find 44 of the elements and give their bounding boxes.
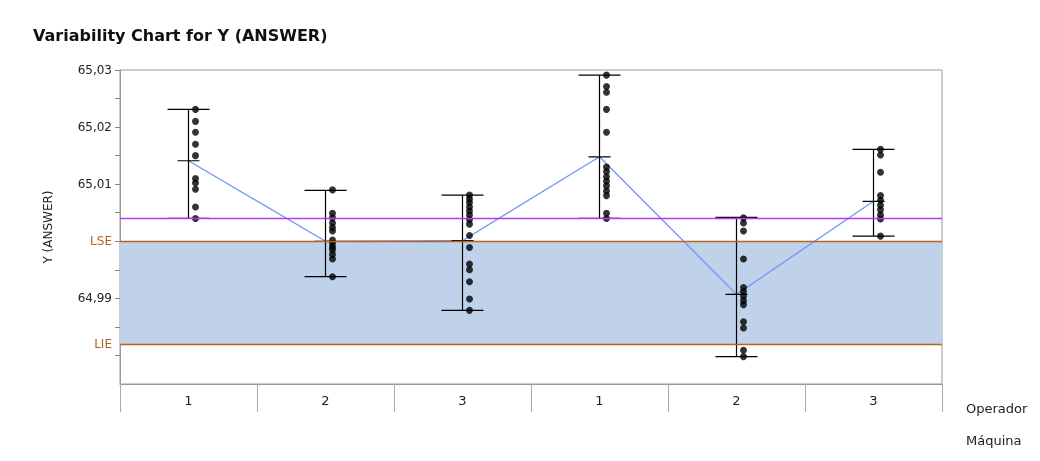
ref-line-label: LIE bbox=[94, 337, 112, 352]
point bbox=[192, 152, 199, 160]
point bbox=[329, 255, 336, 263]
point bbox=[192, 140, 199, 148]
point bbox=[740, 301, 747, 309]
point bbox=[740, 255, 747, 263]
point bbox=[466, 232, 473, 240]
x-tick-label: 1 bbox=[184, 393, 193, 408]
line-series bbox=[187, 156, 875, 296]
text: Operador bbox=[966, 401, 1028, 416]
point bbox=[877, 151, 884, 159]
point bbox=[603, 105, 610, 113]
point bbox=[466, 266, 473, 274]
text: Máquina bbox=[966, 433, 1022, 448]
x-tick-label: 1 bbox=[595, 393, 604, 408]
point bbox=[466, 244, 473, 252]
point bbox=[192, 203, 199, 211]
point bbox=[603, 128, 610, 136]
point bbox=[466, 220, 473, 228]
chart-title: Variability Chart for Y (ANSWER) bbox=[33, 25, 328, 45]
x-tick-label: 2 bbox=[321, 393, 330, 408]
y-tick-label: 64,99 bbox=[77, 291, 112, 306]
point bbox=[192, 179, 199, 187]
y-tick-label: 65,03 bbox=[77, 63, 112, 77]
point bbox=[740, 227, 747, 235]
point bbox=[466, 278, 473, 286]
point bbox=[603, 192, 610, 200]
point bbox=[192, 128, 199, 136]
y-axis-title: Y (ANSWER) bbox=[41, 190, 55, 265]
x-tick-label: 3 bbox=[458, 393, 467, 408]
point bbox=[192, 185, 199, 193]
point bbox=[603, 88, 610, 96]
y-tick-label: 65,01 bbox=[77, 177, 112, 192]
point bbox=[740, 318, 747, 326]
x-tick-label: 3 bbox=[869, 393, 878, 408]
point bbox=[740, 219, 747, 227]
point bbox=[192, 117, 199, 125]
point bbox=[740, 346, 747, 354]
point bbox=[740, 324, 747, 332]
x-tick-label: 2 bbox=[732, 393, 741, 408]
point bbox=[466, 295, 473, 303]
point bbox=[877, 168, 884, 176]
ref-line-label: LSE bbox=[90, 234, 112, 249]
y-tick-label: 65,02 bbox=[77, 120, 112, 135]
